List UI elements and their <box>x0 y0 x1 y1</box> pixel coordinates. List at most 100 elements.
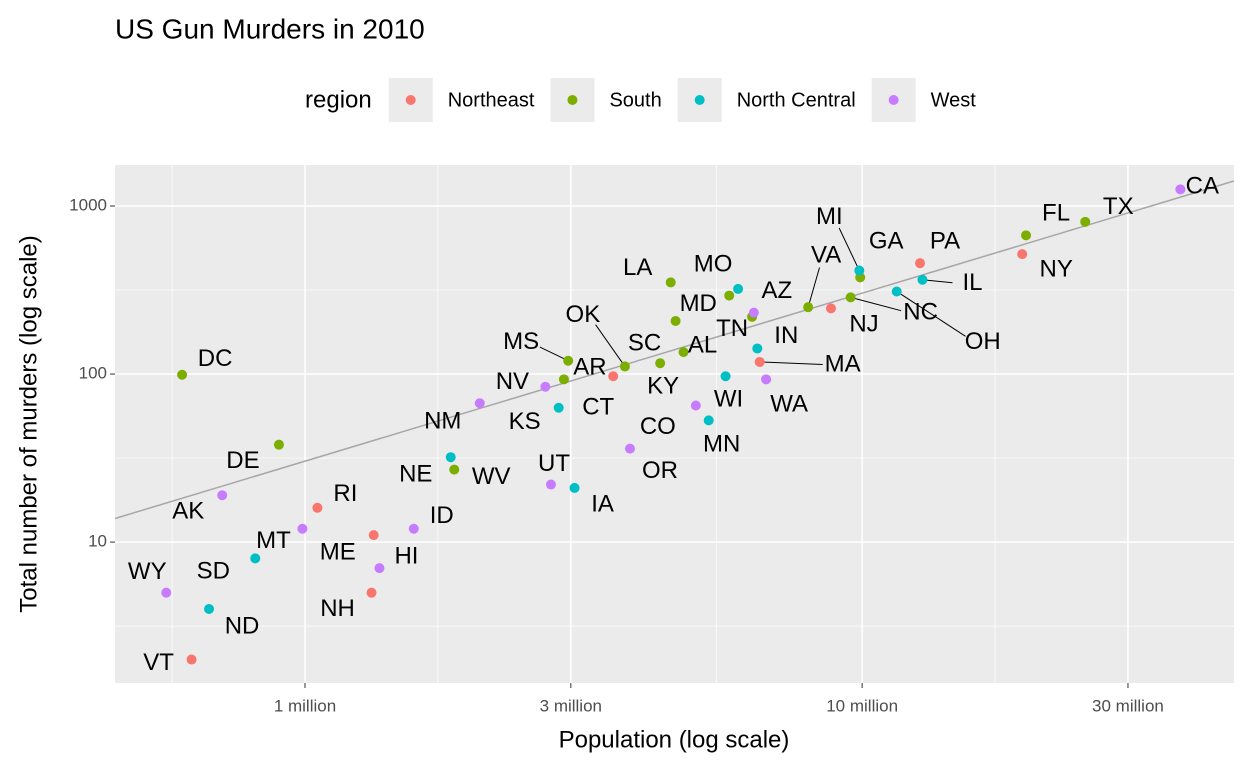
point <box>752 343 763 354</box>
point-label: HI <box>394 542 418 569</box>
point <box>624 443 635 454</box>
point <box>161 587 172 598</box>
point <box>665 277 676 288</box>
point <box>761 374 772 385</box>
point <box>608 371 619 382</box>
point-label: NJ <box>849 311 878 338</box>
point <box>312 502 323 513</box>
point <box>1175 184 1186 195</box>
point-label: VA <box>811 242 841 269</box>
point-label: FL <box>1042 200 1070 227</box>
point-label: MN <box>703 431 740 458</box>
point-label: OH <box>965 328 1001 355</box>
y-tick-label: 1000 <box>69 195 107 214</box>
point-label: MI <box>816 203 843 230</box>
point <box>250 553 261 564</box>
point-label: SC <box>628 329 661 356</box>
point <box>690 400 701 411</box>
point-label: NM <box>424 408 461 435</box>
point-label: MT <box>256 527 291 554</box>
legend-label: West <box>931 89 977 111</box>
point-label: IL <box>962 269 982 296</box>
label-segment <box>850 296 902 312</box>
point <box>748 307 759 318</box>
legend-swatch <box>405 95 416 105</box>
point-label: WA <box>770 391 808 418</box>
point-label: NY <box>1040 255 1073 282</box>
point-label: NC <box>903 299 938 326</box>
point <box>368 530 379 541</box>
x-axis-title: Population (log scale) <box>559 726 790 753</box>
point-label: PA <box>930 227 960 254</box>
point-label: CT <box>582 394 614 421</box>
point-label: UT <box>538 450 570 477</box>
point <box>297 523 308 534</box>
point <box>449 464 460 475</box>
point-label: ND <box>225 612 260 639</box>
point <box>720 371 731 382</box>
point-label: AL <box>688 331 717 358</box>
point-label: AK <box>172 498 204 525</box>
point-label: AZ <box>762 277 793 304</box>
point <box>724 290 735 301</box>
point-label: WI <box>714 386 743 413</box>
point <box>703 415 714 426</box>
point-label: MO <box>694 250 733 277</box>
point-label: AR <box>573 354 606 381</box>
point-label: OR <box>642 457 678 484</box>
point-label: MA <box>825 350 861 377</box>
label-segment <box>759 361 823 366</box>
point <box>540 381 551 392</box>
label-segment <box>838 227 860 271</box>
point-label: GA <box>869 228 904 255</box>
point <box>1021 230 1032 241</box>
y-axis-title: Total number of murders (log scale) <box>15 235 42 612</box>
point <box>563 355 574 366</box>
point <box>803 302 814 313</box>
point <box>678 347 689 358</box>
point <box>217 490 228 501</box>
x-tick-label: 1 million <box>274 696 336 715</box>
legend-label: North Central <box>737 89 856 111</box>
point-label: NE <box>399 461 432 488</box>
reference-line <box>115 180 1234 520</box>
legend-swatch <box>888 95 899 105</box>
legend-label: South <box>609 89 661 111</box>
point-label: LA <box>623 254 652 281</box>
point-label: DE <box>226 447 259 474</box>
chart-title: US Gun Murders in 2010 <box>115 13 425 44</box>
point <box>619 361 630 372</box>
point <box>670 315 681 326</box>
point-label: IN <box>774 322 798 349</box>
point-label: NV <box>496 368 529 395</box>
point-label: IA <box>591 490 614 517</box>
x-tick-label: 30 million <box>1092 696 1164 715</box>
point-label: NH <box>320 595 355 622</box>
point <box>891 286 902 297</box>
point <box>854 265 865 276</box>
label-segment <box>896 291 966 337</box>
point <box>445 452 456 463</box>
point <box>558 374 569 385</box>
plot-panel <box>115 165 1234 683</box>
point <box>915 258 926 269</box>
point <box>845 292 856 303</box>
point-label: WV <box>472 463 511 490</box>
x-tick-label: 10 million <box>826 696 898 715</box>
legend-title: region <box>305 86 372 113</box>
label-segment <box>539 346 569 362</box>
legend-swatch <box>694 95 705 105</box>
point-label: RI <box>333 480 357 507</box>
point-label: CA <box>1186 173 1219 200</box>
point-label: SD <box>197 558 230 585</box>
point <box>655 358 666 369</box>
label-segment <box>595 324 626 367</box>
x-tick-label: 3 million <box>540 696 602 715</box>
point-label: CO <box>640 413 676 440</box>
point-label: DC <box>198 345 233 372</box>
y-tick-label: 10 <box>88 532 107 551</box>
y-tick-label: 100 <box>79 364 107 383</box>
point-label: VT <box>143 649 174 676</box>
point <box>186 654 197 665</box>
label-segment <box>807 267 821 308</box>
